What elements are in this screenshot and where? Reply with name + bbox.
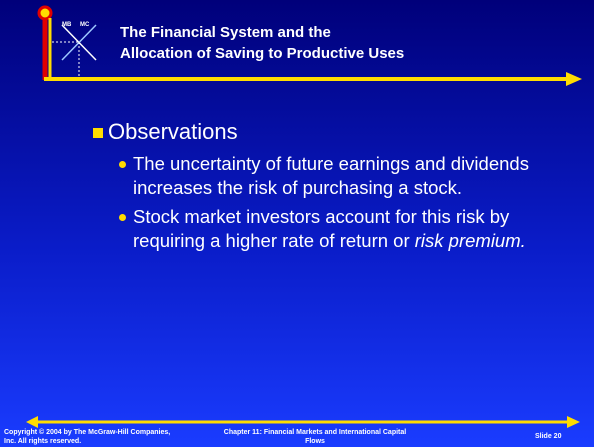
bullet-text: The uncertainty of future earnings and d…	[133, 153, 529, 198]
logo-label: MB	[62, 22, 72, 28]
bullet-list: The uncertainty of future earnings and d…	[119, 152, 563, 258]
copyright: Copyright © 2004 by The McGraw-Hill Comp…	[4, 429, 171, 445]
arrowhead	[566, 72, 582, 86]
title: The Financial System and the Allocation …	[120, 22, 404, 64]
title-line: The Financial System and the	[120, 24, 331, 41]
heading: Observations	[108, 119, 238, 144]
logo-label: MC	[80, 22, 90, 28]
chapter: Chapter 11: Financial Markets and Intern…	[223, 429, 407, 445]
arrowhead	[567, 416, 580, 428]
bullet-text: Stock market investors account for this …	[133, 206, 510, 251]
arrowhead	[26, 416, 38, 428]
slide-number: Slide 20	[535, 433, 562, 440]
bullet: The uncertainty of future earnings and d…	[119, 152, 563, 199]
bullet: Stock market investors account for this …	[119, 205, 563, 252]
heading-bullet	[93, 128, 103, 138]
logo-knob	[37, 5, 53, 21]
title-line: Allocation of Saving to Productive Uses	[120, 45, 405, 62]
bullet-text: risk premium.	[414, 229, 526, 251]
